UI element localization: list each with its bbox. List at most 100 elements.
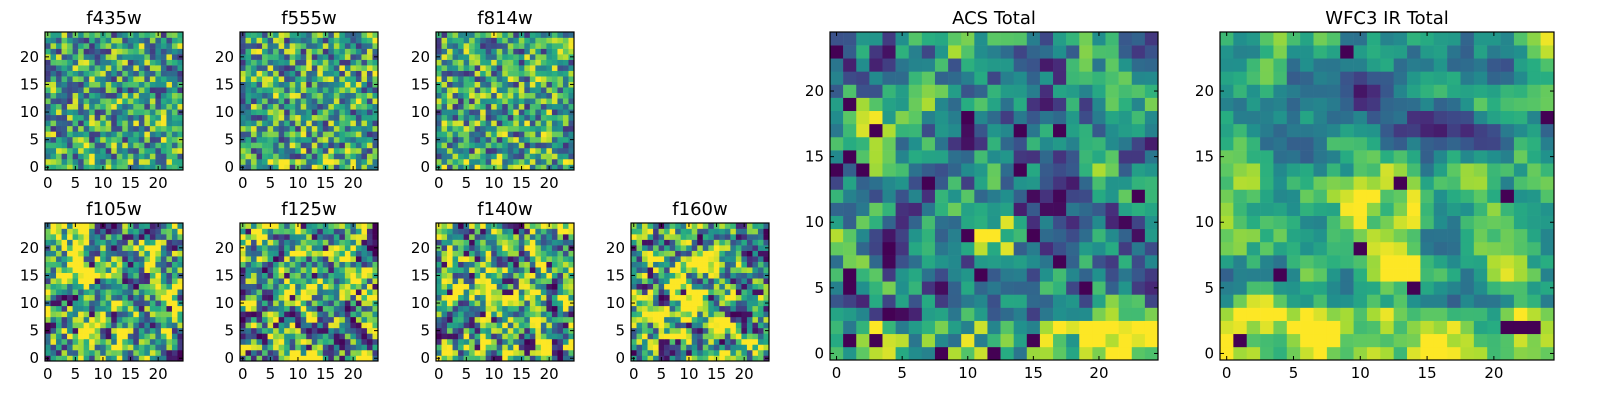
- heatmap-cell: [361, 267, 368, 273]
- heatmap-cell: [144, 65, 151, 71]
- heatmap-cell: [333, 131, 340, 138]
- heatmap-cell: [61, 344, 68, 351]
- heatmap-cell: [535, 164, 542, 171]
- heatmap-cell: [344, 294, 351, 301]
- heatmap-cell: [507, 283, 514, 290]
- heatmap-cell: [166, 92, 173, 99]
- heatmap-cell: [72, 147, 79, 154]
- heatmap-cell: [895, 294, 910, 308]
- heatmap-cell: [631, 239, 637, 246]
- heatmap-cell: [105, 120, 112, 127]
- heatmap-cell: [278, 59, 285, 66]
- heatmap-cell: [295, 76, 302, 82]
- heatmap-cell: [67, 158, 73, 165]
- heatmap-cell: [496, 338, 503, 345]
- heatmap-cell: [664, 250, 670, 257]
- heatmap-cell: [50, 278, 57, 285]
- heatmap-cell: [278, 294, 285, 301]
- heatmap-cell: [757, 272, 764, 279]
- heatmap-cell: [507, 305, 514, 312]
- heatmap-cell: [155, 261, 162, 268]
- heatmap-cell: [72, 289, 79, 296]
- heatmap-cell: [133, 32, 140, 38]
- heatmap-cell: [339, 349, 346, 356]
- heatmap-cell: [94, 245, 101, 251]
- heatmap-cell: [149, 349, 156, 356]
- heatmap-cell: [256, 37, 263, 44]
- heatmap-cell: [50, 333, 57, 340]
- heatmap-cell: [295, 239, 302, 246]
- heatmap-cell: [1000, 228, 1014, 243]
- heatmap-cell: [921, 268, 936, 282]
- heatmap-cell: [166, 136, 173, 143]
- heatmap-cell: [664, 223, 670, 229]
- heatmap-cell: [843, 189, 857, 203]
- heatmap-cell: [562, 333, 569, 340]
- heatmap-cell: [1026, 320, 1041, 335]
- heatmap-cell: [333, 283, 340, 290]
- heatmap-cell: [177, 59, 184, 66]
- heatmap-cell: [507, 300, 514, 307]
- heatmap-cell: [100, 158, 107, 165]
- heatmap-cell: [507, 316, 514, 323]
- heatmap-cell: [138, 305, 145, 312]
- heatmap-cell: [1066, 189, 1080, 203]
- heatmap-cell: [306, 103, 313, 110]
- heatmap-cell: [100, 136, 107, 143]
- heatmap-cell: [61, 261, 68, 268]
- heatmap-cell: [713, 245, 720, 251]
- heatmap-cell: [355, 250, 362, 257]
- heatmap-cell: [1000, 307, 1014, 321]
- heatmap-cell: [535, 333, 542, 340]
- heatmap-cell: [469, 333, 475, 340]
- heatmap-cell: [89, 131, 95, 138]
- x-tick-label: 15: [707, 365, 726, 383]
- heatmap-cell: [702, 344, 709, 351]
- heatmap-cell: [50, 267, 57, 273]
- heatmap-cell: [934, 228, 949, 243]
- heatmap-cell: [535, 272, 542, 279]
- heatmap-cell: [127, 147, 134, 154]
- heatmap-cell: [361, 349, 368, 356]
- heatmap-cell: [458, 158, 464, 165]
- heatmap-cell: [447, 294, 453, 301]
- heatmap-cell: [350, 305, 357, 312]
- heatmap-cell: [686, 344, 693, 351]
- heatmap-cell: [752, 261, 759, 268]
- heatmap-cell: [458, 59, 464, 66]
- heatmap-cell: [122, 70, 129, 77]
- heatmap-cell: [328, 65, 335, 71]
- heatmap-cell: [507, 54, 514, 60]
- heatmap-cell: [366, 316, 373, 323]
- heatmap-cell: [746, 316, 753, 323]
- heatmap-cell: [339, 48, 346, 55]
- heatmap-cell: [441, 43, 448, 49]
- heatmap-cell: [317, 316, 324, 323]
- heatmap-cell: [735, 267, 742, 273]
- heatmap-cell: [1053, 320, 1067, 335]
- heatmap-cell: [273, 322, 279, 329]
- heatmap-cell: [680, 239, 687, 246]
- heatmap-cell: [317, 239, 324, 246]
- heatmap-cell: [245, 283, 252, 290]
- heatmap-cell: [636, 278, 643, 285]
- heatmap-cell: [730, 344, 737, 351]
- heatmap-cell: [680, 234, 687, 240]
- heatmap-cell: [61, 355, 68, 362]
- heatmap-cell: [328, 54, 335, 60]
- heatmap-cell: [480, 300, 486, 307]
- heatmap-cell: [61, 327, 68, 334]
- heatmap-cell: [289, 131, 296, 138]
- heatmap-cell: [708, 305, 715, 312]
- y-tick-label: 10: [215, 294, 234, 312]
- heatmap-cell: [708, 322, 715, 329]
- heatmap-cell: [122, 125, 129, 132]
- heatmap-cell: [518, 76, 525, 82]
- heatmap-cell: [355, 267, 362, 273]
- heatmap-cell: [350, 48, 357, 55]
- heatmap-cell: [273, 234, 279, 240]
- heatmap-cell: [529, 103, 536, 110]
- heatmap-cell: [895, 176, 910, 190]
- heatmap-cell: [452, 65, 459, 71]
- heatmap-cell: [50, 120, 57, 127]
